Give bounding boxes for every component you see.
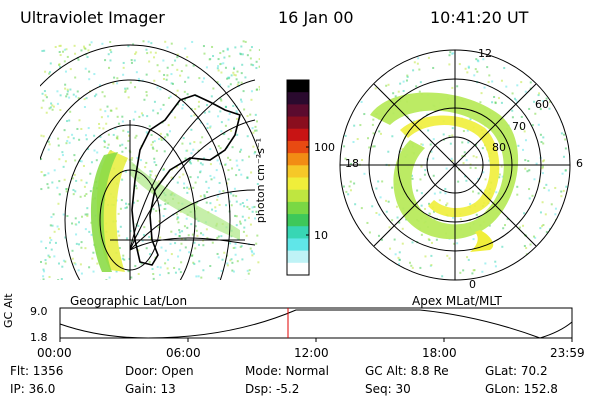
- mlat-label-80: 80: [492, 141, 506, 154]
- polar-grid: [339, 49, 571, 281]
- colorbar-band: [287, 201, 309, 215]
- colorbar-frame: [286, 79, 310, 276]
- colorbar-band: [287, 214, 309, 227]
- status-seq: Seq: 30: [365, 382, 411, 396]
- status-ip: IP: 36.0: [10, 382, 56, 396]
- mlt-label-18: 18: [345, 157, 359, 170]
- colorbar-tick-label-10: 10: [314, 229, 328, 242]
- timeline-x-tick-0600: 06:00: [166, 346, 201, 360]
- timeline-y-tick-bottom: 1.8: [30, 331, 48, 344]
- instrument-title: Ultraviolet Imager: [20, 8, 165, 27]
- mlt-label-6: 6: [576, 157, 583, 170]
- colorbar-band: [287, 177, 309, 191]
- colorbar-band: [287, 92, 309, 105]
- colorbar-band: [287, 262, 309, 276]
- colorbar-band: [287, 153, 309, 166]
- colorbar-band: [287, 238, 309, 252]
- mlt-label-12: 12: [478, 47, 492, 60]
- polar-aurora-image: [339, 49, 571, 281]
- colorbar-band: [287, 226, 309, 239]
- timeline-x-tick-0000: 00:00: [37, 346, 72, 360]
- timeline-x-tick-1200: 12:00: [294, 346, 329, 360]
- time-label: 10:41:20 UT: [430, 8, 529, 27]
- geo-auroral-arc: [130, 160, 240, 240]
- status-gain: Gain: 13: [125, 382, 176, 396]
- timeline-y-tick-top: 9.0: [30, 305, 48, 318]
- timeline-frame: [59, 307, 573, 339]
- status-gc-alt: GC Alt: 8.8 Re: [365, 364, 449, 378]
- geo-caption: Geographic Lat/Lon: [70, 294, 188, 308]
- auroral-oval: [370, 92, 519, 240]
- polar-caption: Apex MLat/MLT: [412, 294, 502, 308]
- colorbar-gradient: [287, 80, 309, 276]
- status-glat: GLat: 70.2: [485, 364, 548, 378]
- mlat-label-60: 60: [535, 98, 549, 111]
- colorbar-band: [287, 189, 309, 203]
- colorbar-band: [287, 104, 309, 118]
- mlt-label-0: 0: [469, 278, 476, 291]
- gc-altitude-curve: [59, 309, 573, 339]
- auroral-oval-core: [400, 115, 500, 218]
- colorbar: [286, 79, 310, 276]
- colorbar-unit-label: photon cm⁻²s⁻¹: [254, 137, 268, 224]
- status-mode: Mode: Normal: [245, 364, 329, 378]
- colorbar-tick-label-100: 100: [314, 141, 335, 154]
- geo-latlon-grid: [40, 44, 260, 280]
- colorbar-band: [287, 165, 309, 178]
- colorbar-band: [287, 250, 309, 264]
- colorbar-band: [287, 80, 309, 93]
- colorbar-band: [287, 140, 309, 154]
- geographic-aurora-image: [40, 40, 260, 280]
- timeline-x-tick-2359: 23:59: [550, 346, 585, 360]
- geo-auroral-band-edge: [90, 152, 118, 272]
- status-dsp: Dsp: -5.2: [245, 382, 300, 396]
- colorbar-band: [287, 128, 309, 142]
- auroral-oval-tail: [470, 230, 494, 252]
- status-flt: Flt: 1356: [10, 364, 64, 378]
- colorbar-band: [287, 116, 309, 130]
- orbit-timeline: [59, 307, 573, 342]
- timeline-x-tick-1800: 18:00: [422, 346, 457, 360]
- geo-coastline: [131, 94, 241, 266]
- mlat-label-70: 70: [512, 120, 526, 133]
- date-label: 16 Jan 00: [278, 8, 354, 27]
- timeline-y-axis-label: GC Alt: [2, 293, 15, 328]
- status-door: Door: Open: [125, 364, 194, 378]
- status-glon: GLon: 152.8: [485, 382, 558, 396]
